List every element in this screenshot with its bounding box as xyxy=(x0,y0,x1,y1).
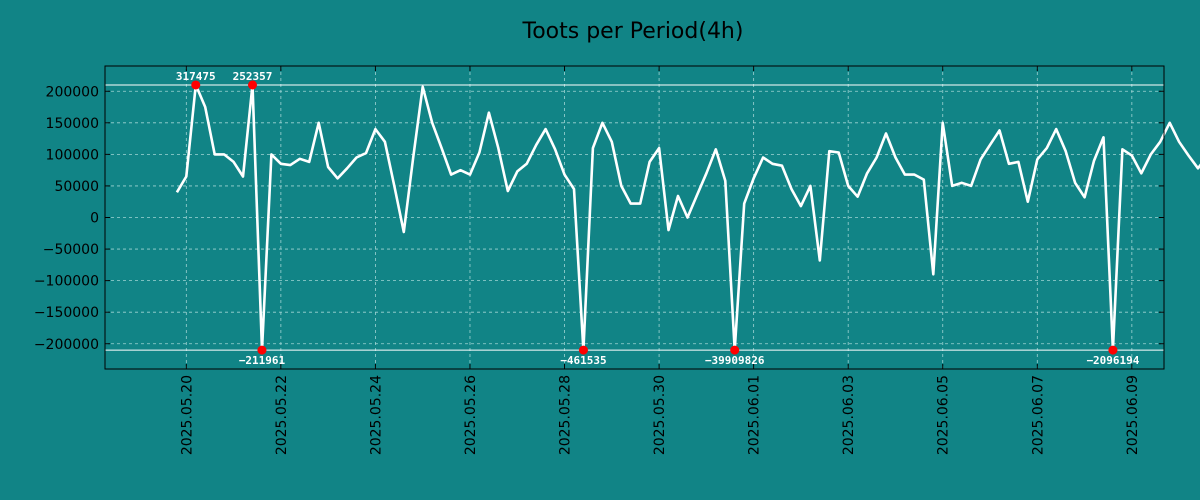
outlier-label: −211961 xyxy=(239,354,286,367)
outlier-marker xyxy=(191,80,201,90)
x-tick-label: 2025.05.26 xyxy=(463,375,479,455)
outlier-label: −39909826 xyxy=(705,354,765,367)
x-axis-ticks: 2025.05.20 2025.05.22 2025.05.24 2025.05.26… xyxy=(179,66,1141,455)
marker-layer: 317475 252357 −211961 −461535 −39909826 −2096… xyxy=(176,70,1140,367)
y-tick-label: 200000 xyxy=(46,84,99,100)
outlier-marker xyxy=(578,345,588,355)
x-tick-label: 2025.05.22 xyxy=(274,375,290,455)
chart-title: Toots per Period(4h) xyxy=(522,19,744,44)
x-tick-label: 2025.06.03 xyxy=(841,375,857,455)
x-tick-label: 2025.05.28 xyxy=(558,375,574,455)
outlier-label: 317475 xyxy=(176,70,216,83)
y-tick-label: −150000 xyxy=(34,305,99,321)
grid-layer xyxy=(105,66,1164,369)
x-tick-label: 2025.05.30 xyxy=(652,375,668,455)
outlier-label: −461535 xyxy=(560,354,606,367)
outlier-label: −2096194 xyxy=(1086,354,1139,367)
series-layer xyxy=(175,83,1200,352)
x-tick-label: 2025.06.05 xyxy=(936,375,952,455)
x-tick-label: 2025.05.20 xyxy=(179,375,195,455)
x-tick-label: 2025.06.07 xyxy=(1030,375,1046,455)
y-tick-label: 150000 xyxy=(46,116,99,132)
clip-lines xyxy=(105,84,1164,351)
outlier-label: 252357 xyxy=(233,70,273,83)
y-tick-label: 0 xyxy=(90,211,99,227)
plot-frame xyxy=(104,65,1165,370)
y-tick-label: −200000 xyxy=(34,337,99,353)
y-tick-label: 50000 xyxy=(54,179,99,195)
outlier-marker xyxy=(257,345,267,355)
x-tick-label: 2025.06.01 xyxy=(747,375,763,455)
x-tick-label: 2025.06.09 xyxy=(1125,375,1141,455)
outlier-marker xyxy=(248,80,258,90)
y-tick-label: −100000 xyxy=(34,274,99,290)
x-tick-label: 2025.05.24 xyxy=(368,375,384,455)
outlier-marker xyxy=(1108,345,1118,355)
y-tick-label: 100000 xyxy=(46,147,99,163)
y-tick-label: −50000 xyxy=(43,242,99,258)
outlier-marker xyxy=(730,345,740,355)
y-axis-ticks: 200000 150000 100000 50000 0 −50000 −100000 −15… xyxy=(34,84,1164,353)
series-line xyxy=(175,83,1200,352)
